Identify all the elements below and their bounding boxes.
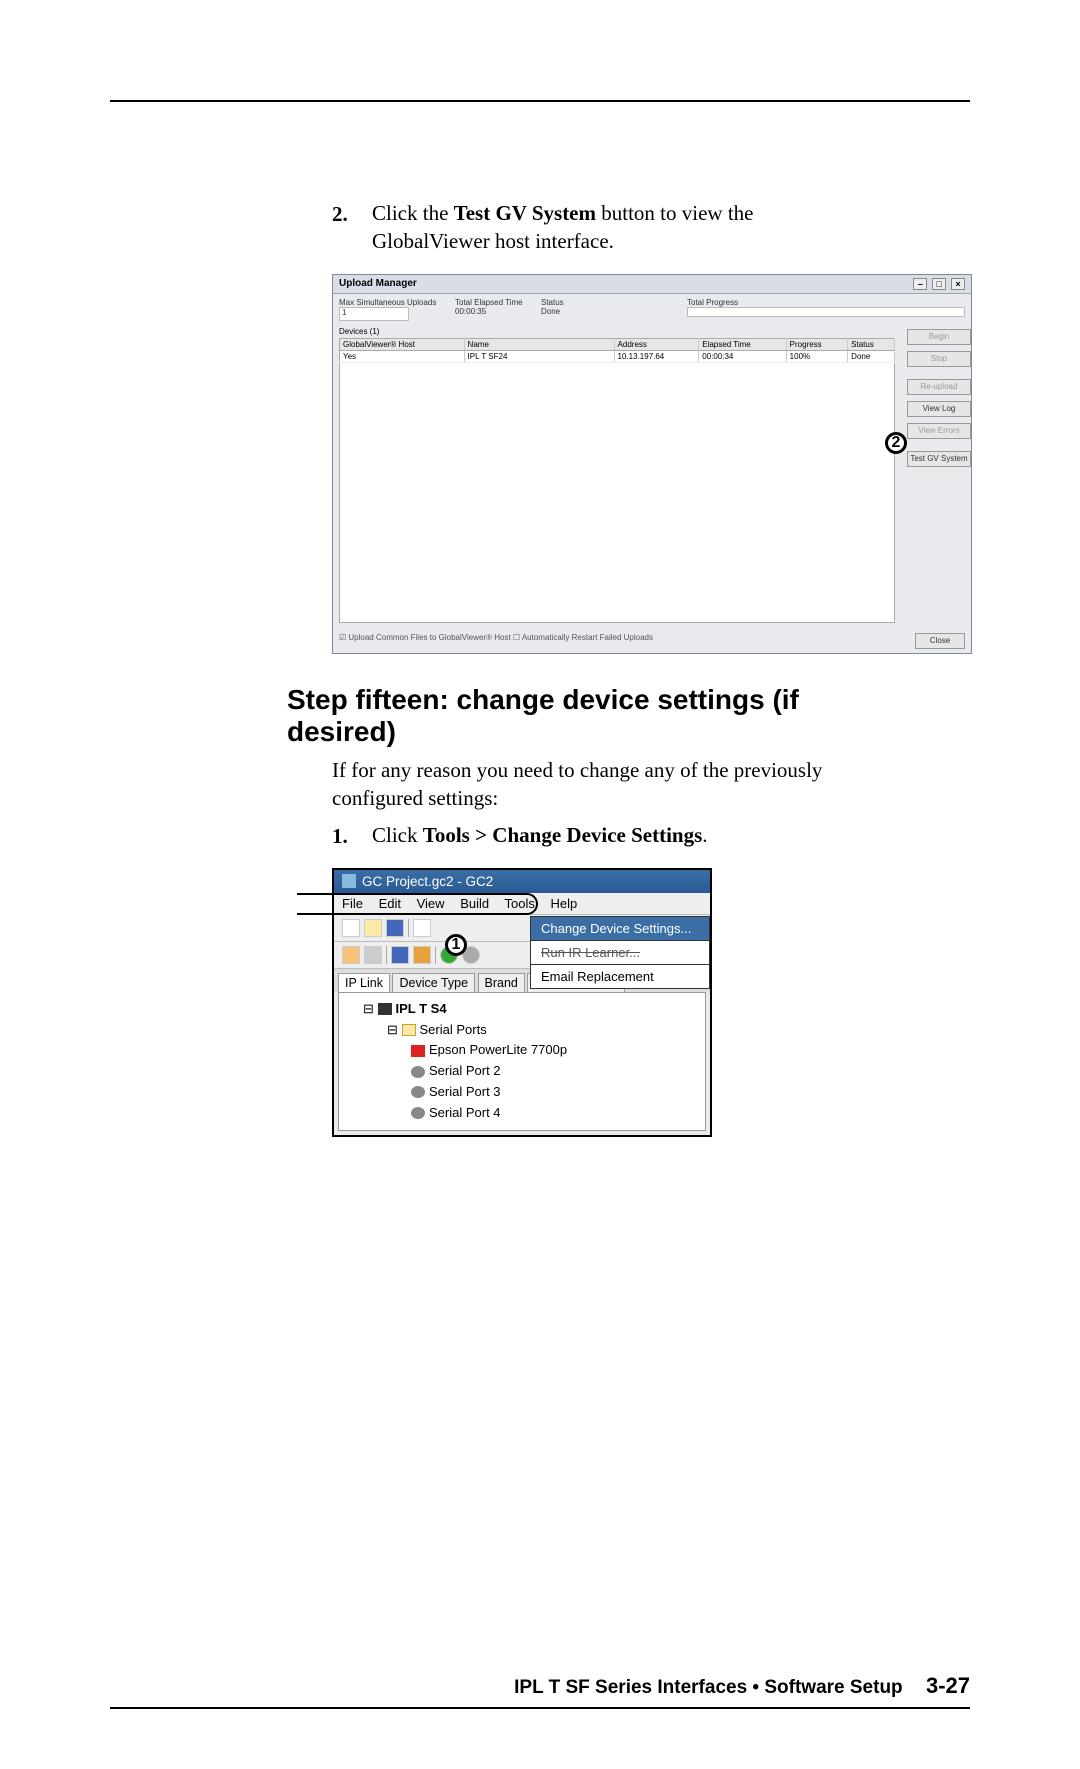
step-1-bold: Tools > Change Device Settings [423, 823, 703, 847]
page-footer: IPL T SF Series Interfaces • Software Se… [110, 1673, 970, 1709]
window-controls: – □ × [911, 278, 965, 290]
menu-help[interactable]: Help [550, 896, 577, 911]
maximize-icon[interactable]: □ [932, 278, 946, 290]
col-address[interactable]: Address [614, 338, 699, 350]
gc-titlebar: GC Project.gc2 - GC2 [334, 870, 710, 893]
begin-button[interactable]: Begin [907, 329, 971, 345]
step-1-number: 1. [332, 824, 348, 848]
device-tree: ⊟ IPL T S4 ⊟ Serial Ports Epson PowerLit… [338, 992, 706, 1131]
table-row[interactable]: Yes IPL T SF24 10.13.197.64 00:00:34 100… [340, 350, 895, 362]
page-content: 2. Click the Test GV System button to vi… [110, 100, 970, 1197]
arrow-up-icon[interactable] [413, 946, 431, 964]
tree-device-1[interactable]: Epson PowerLite 7700p [411, 1040, 697, 1061]
col-elapsed[interactable]: Elapsed Time [699, 338, 786, 350]
upload-manager-title: Upload Manager [339, 278, 417, 289]
close-icon[interactable]: × [951, 278, 965, 290]
projector-icon [411, 1045, 425, 1057]
tree-root[interactable]: ⊟ IPL T S4 [363, 999, 697, 1020]
devices-table: GlobalViewer® Host Name Address Elapsed … [339, 338, 895, 623]
totalprogress-bar [687, 307, 965, 317]
max-uploads-field[interactable]: 1 [339, 307, 409, 321]
col-status[interactable]: Status [848, 338, 895, 350]
tree-port-2[interactable]: Serial Port 2 [411, 1061, 697, 1082]
tb2-icon-2[interactable] [364, 946, 382, 964]
footer-text: IPL T SF Series Interfaces • Software Se… [514, 1677, 903, 1698]
gc-title-text: GC Project.gc2 - GC2 [362, 874, 493, 889]
tb2-icon-1[interactable] [342, 946, 360, 964]
step-2-pre: Click the [372, 201, 454, 225]
tab-brand[interactable]: Brand [478, 973, 525, 992]
port-icon [411, 1086, 425, 1098]
tree-port-3[interactable]: Serial Port 3 [411, 1082, 697, 1103]
col-gvhost[interactable]: GlobalViewer® Host [340, 338, 465, 350]
step-1: 1. Click Tools > Change Device Settings. [332, 824, 860, 849]
port-icon [411, 1107, 425, 1119]
devices-label: Devices (1) [339, 327, 895, 336]
copy-icon[interactable] [413, 919, 431, 937]
col-progress[interactable]: Progress [786, 338, 848, 350]
testgv-button[interactable]: Test GV System [907, 451, 971, 467]
new-icon[interactable] [342, 919, 360, 937]
tree-port-4[interactable]: Serial Port 4 [411, 1103, 697, 1124]
arrow-down-icon[interactable] [391, 946, 409, 964]
upload-manager-sidebar: Begin Stop Re-upload View Log View Error… [901, 325, 971, 629]
save-icon[interactable] [386, 919, 404, 937]
upload-footnote: ☑ Upload Common Files to GlobalViewer® H… [339, 633, 653, 649]
callout-2: 2 [885, 432, 907, 454]
elapsed-label: Total Elapsed Time [455, 298, 535, 307]
status-label: Status [541, 298, 681, 307]
callout-1-arm [297, 893, 538, 915]
totalprogress-label: Total Progress [687, 298, 965, 307]
elapsed-value: 00:00:35 [455, 307, 535, 316]
viewlog-button[interactable]: View Log [907, 401, 971, 417]
step-2-bold: Test GV System [454, 201, 596, 225]
step-fifteen-para: If for any reason you need to change any… [332, 756, 860, 813]
close-button[interactable]: Close [915, 633, 965, 649]
stop-button[interactable]: Stop [907, 351, 971, 367]
menu-run-ir-learner[interactable]: Run IR Learner... [531, 940, 709, 965]
upload-manager-figure: Upload Manager – □ × Max Simultaneous Up… [290, 274, 860, 654]
step-2: 2. Click the Test GV System button to vi… [332, 202, 860, 256]
step-1-pre: Click [372, 823, 423, 847]
col-name[interactable]: Name [464, 338, 614, 350]
reupload-button[interactable]: Re-upload [907, 379, 971, 395]
upload-manager-titlebar: Upload Manager – □ × [333, 275, 971, 294]
tools-dropdown: Change Device Settings... Run IR Learner… [530, 916, 710, 989]
step-2-number: 2. [332, 202, 348, 226]
minimize-icon[interactable]: – [913, 278, 927, 290]
menu-change-device-settings[interactable]: Change Device Settings... [531, 917, 709, 940]
step-fifteen-heading: Step fifteen: change device settings (if… [287, 684, 860, 748]
tree-folder[interactable]: ⊟ Serial Ports [387, 1020, 697, 1041]
tab-devicetype[interactable]: Device Type [392, 973, 475, 992]
callout-1: 1 [445, 934, 467, 956]
folder-icon [402, 1024, 416, 1036]
max-uploads-label: Max Simultaneous Uploads [339, 298, 449, 307]
viewerrors-button[interactable]: View Errors [907, 423, 971, 439]
open-icon[interactable] [364, 919, 382, 937]
footer-page: 3-27 [926, 1673, 970, 1698]
device-icon [378, 1003, 392, 1015]
step-1-post: . [702, 823, 707, 847]
gc-app-icon [342, 874, 356, 888]
status-value: Done [541, 307, 681, 316]
tab-iplink[interactable]: IP Link [338, 973, 390, 992]
table-header-row: GlobalViewer® Host Name Address Elapsed … [340, 338, 895, 350]
upload-manager-window: Upload Manager – □ × Max Simultaneous Up… [332, 274, 972, 654]
gc-project-figure: GC Project.gc2 - GC2 File Edit View Buil… [290, 868, 860, 1137]
menu-email-replacement[interactable]: Email Replacement [531, 965, 709, 988]
port-icon [411, 1066, 425, 1078]
